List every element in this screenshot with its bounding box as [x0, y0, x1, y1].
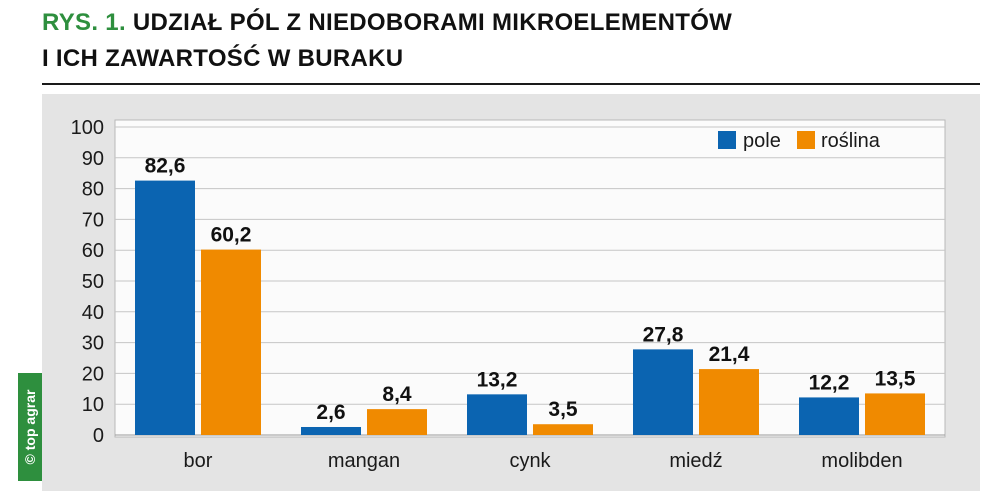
bar-series-2-4 — [865, 393, 925, 435]
data-label: 27,8 — [643, 323, 684, 346]
legend: pole roślina — [718, 130, 881, 152]
y-tick-label: 90 — [82, 148, 104, 170]
data-label: 3,5 — [548, 398, 578, 421]
x-category-label: bor — [184, 450, 213, 472]
data-label: 8,4 — [382, 383, 412, 406]
legend-swatch-2 — [797, 131, 815, 149]
legend-swatch-1 — [718, 131, 736, 149]
y-tick-label: 20 — [82, 363, 104, 385]
data-label: 12,2 — [809, 371, 850, 394]
bar-series-1-2 — [467, 394, 527, 435]
x-axis-category-labels: bor mangan cynk miedź molibden — [184, 450, 903, 472]
bar-series-1-1 — [301, 426, 361, 435]
bar-series-1-0 — [135, 180, 195, 435]
figure-label: RYS. 1. — [42, 9, 126, 36]
x-category-label: miedź — [669, 450, 722, 472]
data-label: 21,4 — [709, 343, 750, 366]
title-line-2: I ICH ZAWARTOŚĆ W BURAKU — [42, 41, 982, 77]
title-text-line-1: UDZIAŁ PÓL Z NIEDOBORAMI MIKROELEMENTÓW — [132, 9, 733, 36]
bars — [135, 180, 925, 435]
y-tick-label: 70 — [82, 209, 104, 231]
legend-label-1: pole — [743, 130, 781, 152]
x-category-label: mangan — [328, 450, 400, 472]
y-tick-label: 60 — [82, 240, 104, 262]
y-tick-label: 0 — [93, 425, 104, 447]
bar-series-1-4 — [799, 397, 859, 435]
title-text-line-2: I ICH ZAWARTOŚĆ W BURAKU — [42, 45, 404, 72]
data-label: 60,2 — [211, 224, 252, 247]
title-divider — [42, 83, 980, 85]
y-tick-label: 40 — [82, 302, 104, 324]
bar-series-1-3 — [633, 349, 693, 435]
title-line-1: RYS. 1. UDZIAŁ PÓL Z NIEDOBORAMI MIKROEL… — [42, 5, 982, 41]
chart-title: RYS. 1. UDZIAŁ PÓL Z NIEDOBORAMI MIKROEL… — [42, 5, 982, 77]
data-label: 13,5 — [875, 367, 916, 390]
y-tick-label: 50 — [82, 271, 104, 293]
data-label: 2,6 — [316, 401, 345, 424]
data-label: 13,2 — [477, 368, 518, 391]
bar-series-2-0 — [201, 249, 261, 435]
y-tick-label: 80 — [82, 179, 104, 201]
y-tick-label: 30 — [82, 333, 104, 355]
y-tick-label: 10 — [82, 394, 104, 416]
bar-series-2-3 — [699, 369, 759, 435]
data-label: 82,6 — [145, 155, 186, 178]
y-axis-tick-labels: 0 10 20 30 40 50 60 70 80 90 100 — [71, 117, 104, 447]
data-labels: 82,6 60,2 2,6 8,4 13,2 3,5 27,8 21,4 12,2 13,5 — [145, 155, 916, 424]
x-category-label: cynk — [509, 450, 551, 472]
legend-label-2: roślina — [821, 130, 881, 152]
bar-series-2-2 — [533, 424, 593, 435]
bar-series-2-1 — [367, 409, 427, 435]
x-category-label: molibden — [821, 450, 902, 472]
y-tick-label: 100 — [71, 117, 104, 139]
